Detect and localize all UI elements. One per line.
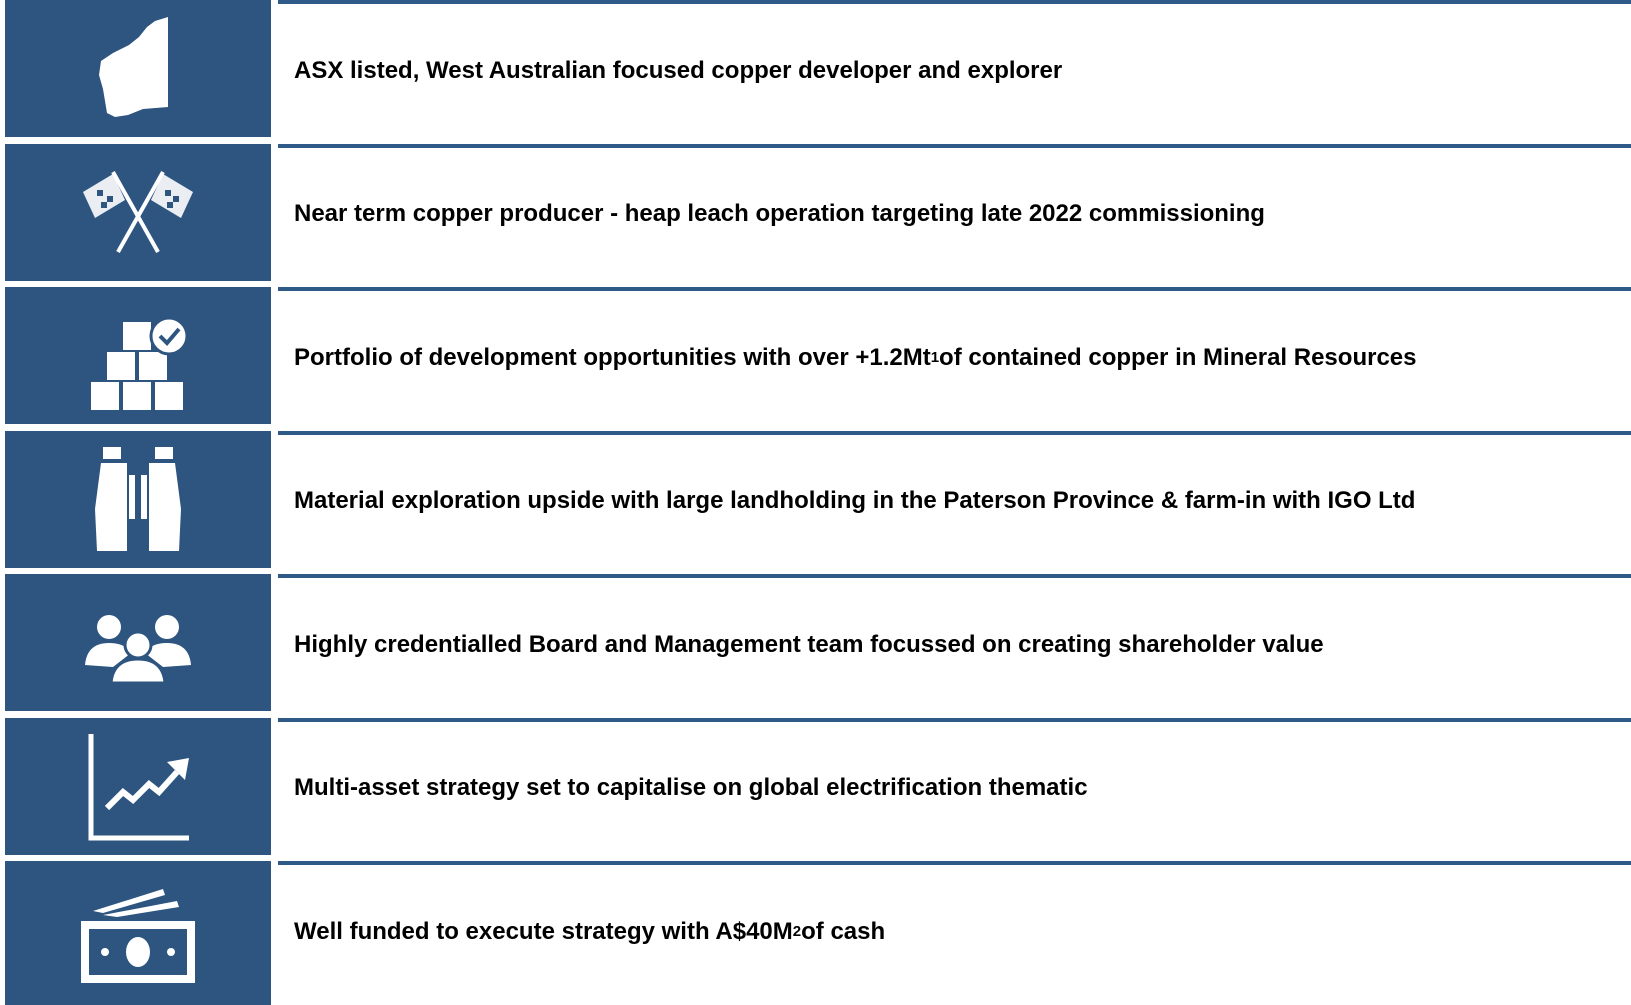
rule bbox=[278, 430, 1631, 435]
separator bbox=[10, 137, 271, 144]
people-icon bbox=[85, 614, 191, 684]
rule bbox=[278, 861, 1631, 865]
text: ASX listed, West Australian focused copp… bbox=[294, 56, 1063, 84]
rule bbox=[278, 574, 1631, 578]
item-text: Highly credentialled Board and Managemen… bbox=[294, 578, 1324, 711]
icon-box bbox=[5, 430, 271, 568]
binoculars-icon bbox=[95, 447, 181, 551]
row: Portfolio of development opportunities w… bbox=[0, 281, 1631, 431]
rule bbox=[278, 143, 1631, 148]
boxes-icon bbox=[91, 316, 189, 410]
item-text: Multi-asset strategy set to capitalise o… bbox=[294, 722, 1088, 855]
icon-box bbox=[5, 0, 271, 137]
row: Material exploration upside with large l… bbox=[0, 424, 1631, 575]
row: ASX listed, West Australian focused copp… bbox=[0, 0, 1631, 144]
icon-box bbox=[5, 717, 271, 855]
text: Material exploration upside with large l… bbox=[294, 487, 1416, 514]
item-text: ASX listed, West Australian focused copp… bbox=[294, 4, 1062, 137]
row: Multi-asset strategy set to capitalise o… bbox=[0, 711, 1631, 862]
item-text: Near term copper producer - heap leach o… bbox=[294, 148, 1265, 281]
rule bbox=[278, 0, 1631, 4]
row: Near term copper producer - heap leach o… bbox=[0, 137, 1631, 288]
separator bbox=[10, 711, 271, 718]
text: Multi-asset strategy set to capitalise o… bbox=[294, 774, 1088, 801]
separator bbox=[10, 855, 271, 861]
separator bbox=[10, 568, 271, 574]
item-text: Well funded to execute strategy with A$4… bbox=[294, 917, 886, 945]
rule bbox=[278, 717, 1631, 722]
map-icon bbox=[99, 16, 168, 117]
icon-box bbox=[5, 574, 271, 711]
chart-icon bbox=[88, 734, 189, 841]
separator bbox=[10, 281, 271, 287]
rule bbox=[278, 287, 1631, 291]
text: Portfolio of development opportunities w… bbox=[294, 343, 931, 371]
row: Highly credentialled Board and Managemen… bbox=[0, 568, 1631, 718]
text: of cash bbox=[801, 917, 886, 945]
text: of contained copper in Mineral Resources bbox=[939, 343, 1417, 371]
icon-box bbox=[5, 861, 271, 1005]
text: Near term copper producer - heap leach o… bbox=[294, 200, 1265, 227]
item-text: Portfolio of development opportunities w… bbox=[294, 343, 1417, 371]
icon-box bbox=[5, 143, 271, 281]
icon-box bbox=[5, 287, 271, 424]
text: Well funded to execute strategy with A$4… bbox=[294, 917, 793, 945]
cash-icon bbox=[81, 889, 195, 983]
separator bbox=[10, 424, 271, 431]
item-text: Material exploration upside with large l… bbox=[294, 435, 1415, 568]
text: Highly credentialled Board and Managemen… bbox=[294, 630, 1324, 658]
row: Well funded to execute strategy with A$4… bbox=[0, 855, 1631, 1005]
flags-icon bbox=[83, 171, 193, 253]
